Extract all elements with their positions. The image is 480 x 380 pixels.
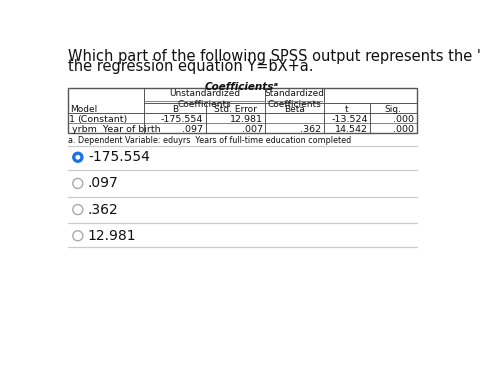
Text: a. Dependent Variable: eduyrs  Years of full-time education completed: a. Dependent Variable: eduyrs Years of f…	[68, 136, 351, 145]
Text: -175.554: -175.554	[88, 150, 150, 164]
Text: .097: .097	[182, 125, 204, 133]
Text: .362: .362	[300, 125, 321, 133]
Text: .007: .007	[242, 125, 263, 133]
Circle shape	[73, 152, 83, 162]
Text: .362: .362	[88, 203, 119, 217]
Text: 14.542: 14.542	[335, 125, 368, 133]
Text: Standardized
Coefficients: Standardized Coefficients	[264, 89, 324, 109]
Text: Std. Error: Std. Error	[214, 105, 257, 114]
Text: Model: Model	[70, 105, 97, 114]
Text: 1: 1	[69, 114, 75, 124]
Text: .000: .000	[393, 114, 414, 124]
Circle shape	[76, 155, 80, 159]
Text: Beta: Beta	[284, 105, 305, 114]
Text: -13.524: -13.524	[331, 114, 368, 124]
Text: Coefficientsᵃ: Coefficientsᵃ	[205, 82, 279, 92]
Text: (Constant): (Constant)	[77, 114, 127, 124]
Text: t: t	[345, 105, 348, 114]
Text: -175.554: -175.554	[161, 114, 204, 124]
Bar	[68, 88, 417, 133]
Text: Unstandardized
Coefficients: Unstandardized Coefficients	[169, 89, 240, 109]
Text: B: B	[172, 105, 178, 114]
Text: .000: .000	[393, 125, 414, 133]
Text: Sig.: Sig.	[385, 105, 402, 114]
Text: .097: .097	[88, 176, 119, 190]
Text: Which part of the following SPSS output represents the "a" in: Which part of the following SPSS output …	[68, 49, 480, 64]
Text: 12.981: 12.981	[88, 229, 136, 243]
Text: yrbm  Year of birth: yrbm Year of birth	[72, 125, 160, 133]
Text: 12.981: 12.981	[230, 114, 263, 124]
Text: the regression equation Y=bX+a.: the regression equation Y=bX+a.	[68, 59, 313, 74]
